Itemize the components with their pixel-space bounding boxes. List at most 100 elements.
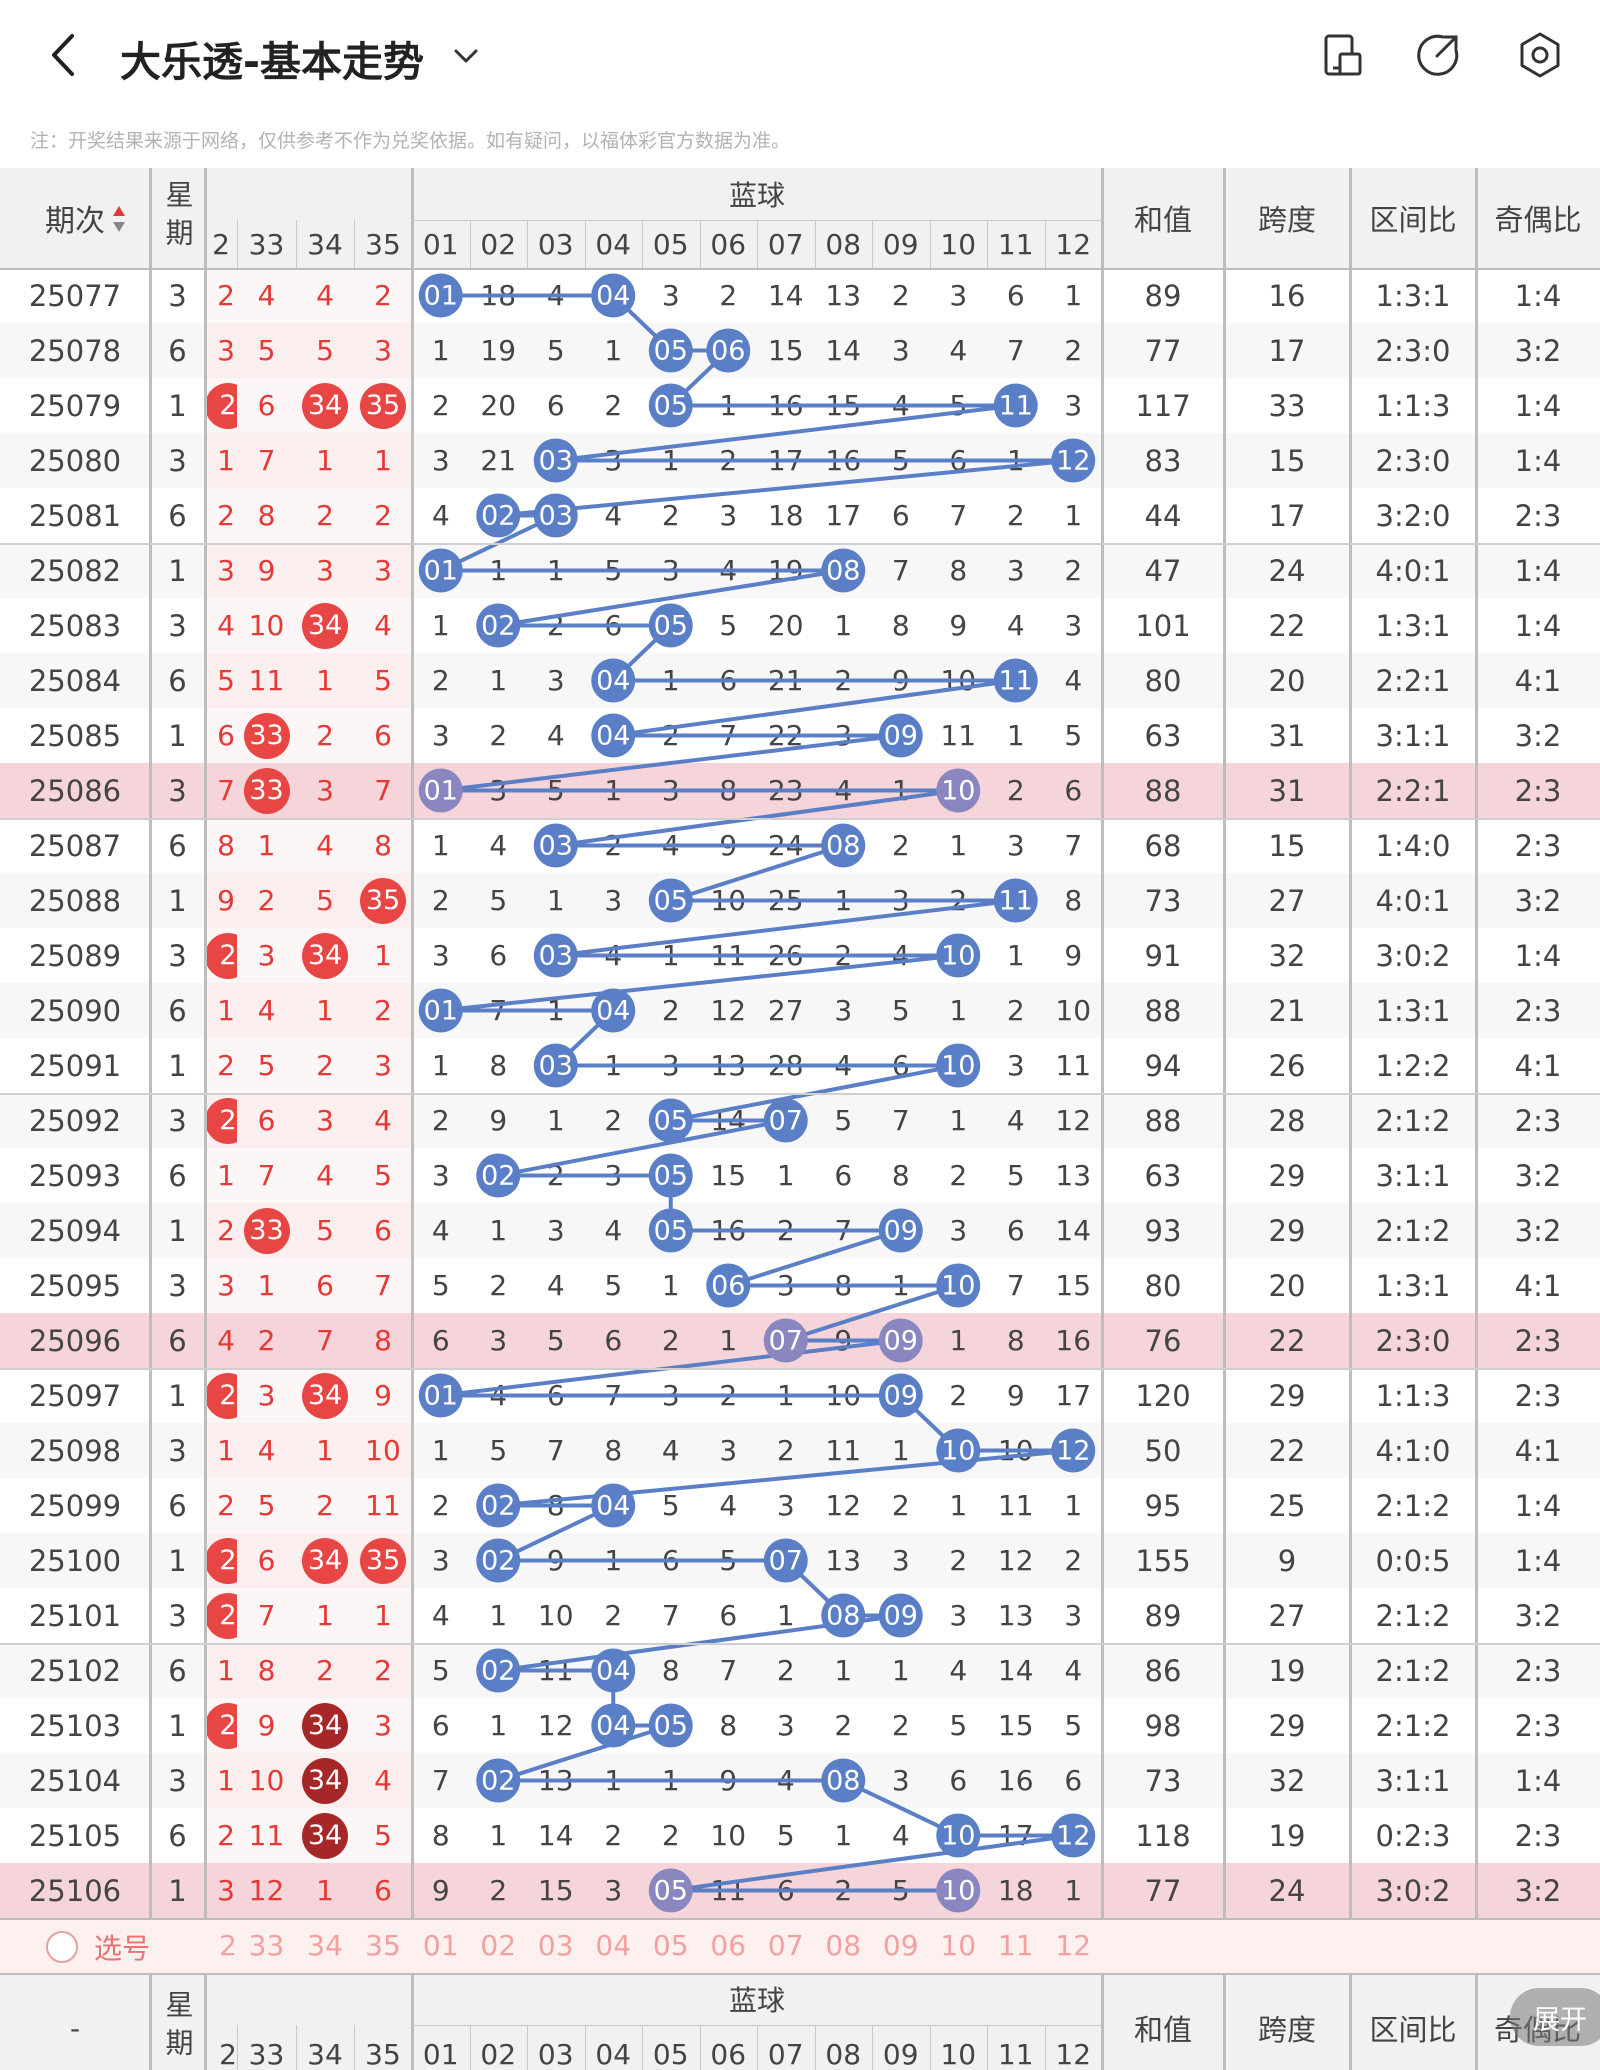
- select-red-35[interactable]: 35: [365, 1929, 401, 1962]
- week-cell: 1: [168, 388, 187, 423]
- red-ball-cell: 33: [237, 1203, 296, 1258]
- select-blue-03[interactable]: 03: [537, 1929, 574, 1962]
- blue-cell: 5: [546, 334, 565, 367]
- red-ball-cell: 2: [217, 1819, 235, 1852]
- trend-segment: [440, 733, 901, 793]
- back-arrow-icon[interactable]: [40, 30, 90, 80]
- sort-arrows-icon[interactable]: [112, 204, 126, 234]
- column-divider: [204, 168, 207, 1918]
- blue-ball: 01: [418, 1373, 463, 1418]
- blue-cell: 1: [1064, 1489, 1083, 1522]
- footer-blue-09: 09: [882, 2037, 919, 2070]
- zone-ratio-cell: 2:1:2: [1375, 1598, 1451, 1633]
- period-cell: 25085: [28, 718, 122, 753]
- table-header-bg: [0, 168, 1600, 268]
- red-ball-cell: 2: [217, 499, 235, 532]
- radio-circle-icon[interactable]: [46, 1931, 78, 1963]
- blue-cell: 8: [1064, 884, 1083, 917]
- blue-ball: 01: [418, 548, 463, 593]
- blue-ball-number: 04: [596, 666, 630, 697]
- select-red-2[interactable]: 2: [219, 1929, 237, 1962]
- select-blue-07[interactable]: 07: [767, 1929, 804, 1962]
- red-zone-bg: [205, 818, 412, 873]
- blue-cell: 1: [776, 1599, 795, 1632]
- blue-ball-number: 05: [654, 886, 688, 917]
- select-blue-11[interactable]: 11: [997, 1929, 1034, 1962]
- span-cell: 29: [1268, 1378, 1306, 1413]
- select-blue-06[interactable]: 06: [710, 1929, 747, 1962]
- red-ball-cell: 1: [316, 1599, 334, 1632]
- blue-ball: 03: [533, 1043, 578, 1088]
- share-icon[interactable]: [1413, 30, 1463, 80]
- blue-cell: 10: [710, 1819, 747, 1852]
- blue-cell: 5: [546, 1324, 565, 1357]
- red-ball: 2: [205, 1097, 237, 1144]
- select-blue-05[interactable]: 05: [652, 1929, 689, 1962]
- select-blue-10[interactable]: 10: [940, 1929, 977, 1962]
- column-divider: [1349, 168, 1352, 1918]
- red-ball-cell: 1: [217, 994, 235, 1027]
- blue-ball: 05: [648, 383, 693, 428]
- app-header: 大乐透-基本走势: [0, 0, 1600, 110]
- phone-layout-icon[interactable]: [1318, 30, 1368, 80]
- span-cell: 26: [1268, 1048, 1306, 1083]
- week-cell: 6: [168, 1818, 187, 1853]
- blue-ball-number: 01: [424, 281, 458, 312]
- blue-cell: 1: [489, 1709, 508, 1742]
- span-cell: 29: [1268, 1213, 1306, 1248]
- period-cell: 25101: [28, 1598, 122, 1633]
- footer-period: -: [69, 2011, 81, 2045]
- week-cell: 1: [168, 1213, 187, 1248]
- week-cell: 3: [168, 608, 187, 643]
- blue-ball-number: 12: [1056, 446, 1090, 477]
- blue-ball: 02: [476, 1758, 521, 1803]
- grid-line: [296, 220, 297, 268]
- red-zone-bg: [205, 653, 412, 708]
- header-week: 星期: [161, 180, 195, 256]
- settings-icon[interactable]: [1515, 30, 1565, 80]
- red-ball-cell: 2: [374, 994, 392, 1027]
- blue-ball: 04: [591, 1483, 636, 1528]
- red-ball-cell: 3: [217, 554, 235, 587]
- trend-segment: [555, 898, 1016, 958]
- grid-line: [642, 220, 643, 268]
- period-cell: 25087: [28, 828, 122, 863]
- blue-cell: 2: [661, 499, 680, 532]
- select-blue-01[interactable]: 01: [422, 1929, 459, 1962]
- chevron-down-icon[interactable]: [448, 38, 484, 74]
- zone-ratio-cell: 1:3:1: [1375, 278, 1451, 313]
- column-divider: [411, 168, 414, 1918]
- header-red-35: 35: [365, 227, 401, 261]
- blue-ball-number: 09: [884, 721, 918, 752]
- red-zone-bg: [205, 268, 412, 323]
- select-blue-12[interactable]: 12: [1055, 1929, 1092, 1962]
- select-red-34[interactable]: 34: [307, 1929, 343, 1962]
- zone-ratio-cell: 3:0:2: [1375, 1873, 1451, 1908]
- blue-cell: 7: [1006, 1269, 1025, 1302]
- period-cell: 25080: [28, 443, 122, 478]
- red-ball-cell: 10: [248, 1764, 285, 1797]
- expand-button[interactable]: 展开: [1510, 1988, 1600, 2046]
- select-red-33[interactable]: 33: [248, 1929, 285, 1962]
- span-cell: 32: [1268, 1763, 1306, 1798]
- red-ball-cell: 4: [316, 1159, 334, 1192]
- column-divider: [149, 168, 152, 1918]
- select-number-toggle[interactable]: 选号: [46, 1927, 150, 1967]
- select-blue-02[interactable]: 02: [480, 1929, 517, 1962]
- blue-ball: 04: [591, 1648, 636, 1693]
- select-blue-08[interactable]: 08: [825, 1929, 862, 1962]
- column-divider: [1101, 1973, 1104, 2070]
- blue-ball: 03: [533, 823, 578, 868]
- header-sum: 和值: [1133, 203, 1192, 237]
- red-ball-cell: 2: [257, 884, 276, 917]
- select-blue-04[interactable]: 04: [595, 1929, 632, 1962]
- week-cell: 3: [168, 443, 187, 478]
- zone-ratio-cell: 2:1:2: [1375, 1708, 1451, 1743]
- span-cell: 22: [1268, 608, 1306, 643]
- blue-cell: 3: [891, 1544, 910, 1577]
- odd-even-cell: 2:3: [1514, 1323, 1562, 1358]
- select-blue-09[interactable]: 09: [882, 1929, 919, 1962]
- column-divider: [1223, 1973, 1226, 2070]
- red-ball-cell: 1: [217, 1654, 235, 1687]
- week-cell: 3: [168, 1103, 187, 1138]
